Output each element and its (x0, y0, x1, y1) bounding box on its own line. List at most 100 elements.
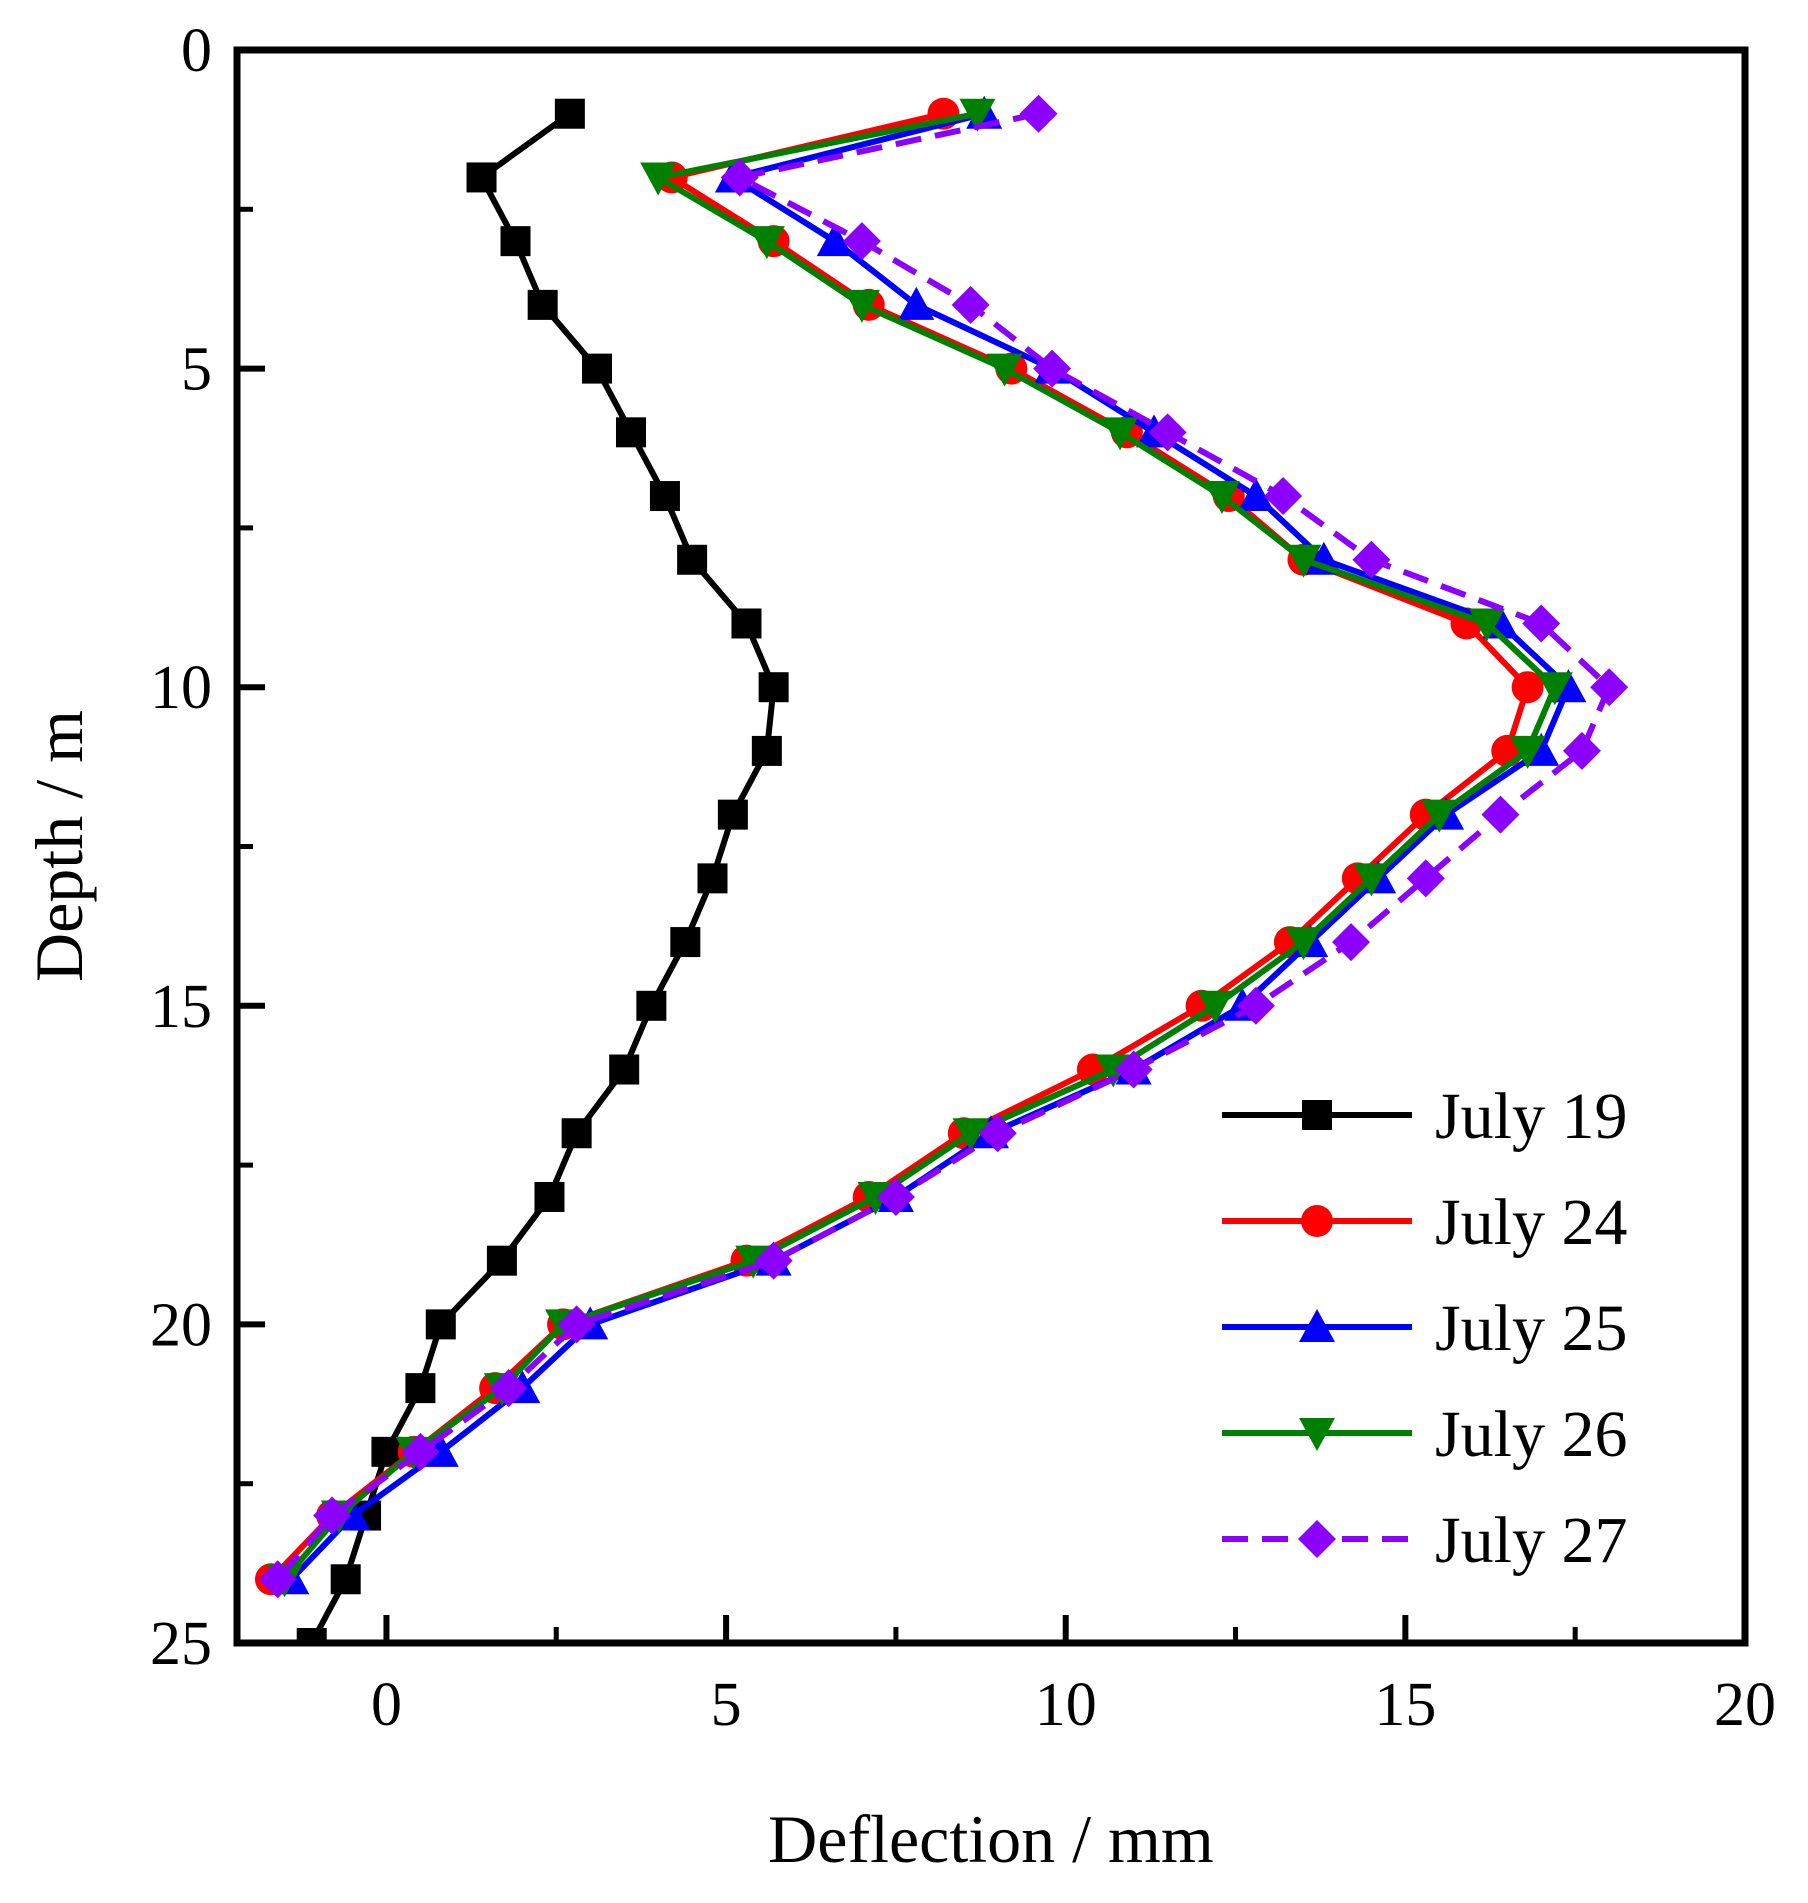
data-point (1406, 859, 1445, 898)
series-july-27 (258, 94, 1629, 1599)
data-point (677, 544, 708, 575)
data-point (986, 353, 1023, 387)
data-point (898, 286, 935, 320)
data-point (1352, 540, 1391, 579)
data-point (952, 1118, 989, 1152)
data-point (557, 1305, 596, 1344)
data-point (1264, 477, 1303, 516)
data-point (731, 608, 762, 639)
data-point (489, 1369, 528, 1408)
data-point (951, 285, 990, 324)
data-point (717, 799, 748, 830)
data-point (1019, 94, 1058, 133)
legend-label: July 19 (1435, 1080, 1628, 1153)
data-point (751, 735, 782, 766)
data-point (640, 162, 677, 196)
y-tick-label: 0 (181, 17, 212, 85)
data-point (754, 1241, 793, 1280)
data-point (1562, 731, 1601, 770)
plot-frame (233, 46, 1749, 1647)
data-point (1353, 863, 1390, 897)
data-point (748, 226, 785, 260)
legend-label: July 25 (1435, 1292, 1628, 1365)
data-point (842, 222, 881, 261)
data-point (816, 223, 853, 257)
data-point (843, 289, 880, 323)
data-point (425, 1309, 456, 1340)
data-point (561, 1118, 592, 1149)
legend-label: July 27 (1435, 1504, 1628, 1577)
data-point (1148, 413, 1187, 452)
data-point (978, 1114, 1017, 1153)
data-point (466, 162, 497, 193)
legend: July 19 July 24 July 25 July 26 July 27 (1222, 1080, 1628, 1577)
series-line (275, 110, 1613, 1582)
series-line (268, 110, 1531, 1582)
legend-entry: July 19 (1222, 1080, 1628, 1153)
data-point (697, 863, 728, 894)
legend-marker (1302, 1100, 1332, 1130)
data-point (1590, 668, 1629, 707)
data-point (1509, 735, 1546, 769)
data-point (554, 98, 585, 129)
x-axis-title: Deflection / mm (768, 1801, 1214, 1877)
legend-marker (1299, 1418, 1335, 1451)
data-point (401, 1432, 440, 1471)
tick-labels: 0 5 10 15 20 0 5 10 15 20 25 (150, 17, 1776, 1739)
data-point (1203, 481, 1240, 515)
legend-entry: July 24 (1222, 1186, 1628, 1259)
data-point (1236, 986, 1275, 1025)
y-tick-label: 15 (150, 973, 212, 1041)
data-point (615, 417, 646, 448)
series-july-26 (266, 98, 1573, 1598)
x-tick-label: 20 (1714, 1671, 1776, 1739)
data-point (405, 1373, 436, 1404)
data-point (296, 1628, 327, 1643)
series-line (282, 110, 1558, 1582)
data-point (1511, 671, 1544, 704)
y-tick-label: 25 (150, 1610, 212, 1678)
data-point (649, 481, 680, 512)
data-point (534, 1181, 565, 1212)
series-layer (254, 94, 1629, 1643)
y-tick-label: 5 (181, 336, 212, 404)
data-point (1102, 417, 1139, 451)
data-point (582, 353, 613, 384)
data-point (636, 990, 667, 1021)
data-point (1421, 799, 1458, 833)
x-tick-label: 5 (711, 1671, 742, 1739)
data-point (1468, 608, 1505, 642)
data-point (1332, 923, 1371, 962)
data-point (959, 98, 996, 132)
data-point (1522, 604, 1561, 643)
legend-entry: July 27 (1222, 1504, 1628, 1577)
data-point (1285, 927, 1322, 961)
data-point (670, 927, 701, 958)
data-point (500, 226, 531, 257)
data-point (758, 672, 789, 703)
legend-label: July 26 (1435, 1398, 1628, 1471)
x-tick-label: 0 (371, 1671, 402, 1739)
data-point (876, 1177, 915, 1216)
data-point (1114, 1050, 1153, 1089)
series-july-19 (296, 98, 789, 1643)
legend-marker (1298, 1520, 1336, 1558)
y-tick-label: 20 (150, 1291, 212, 1359)
y-tick-label: 10 (150, 654, 212, 722)
data-point (330, 1564, 361, 1595)
y-axis-title: Depth / m (21, 710, 97, 982)
data-point (1197, 990, 1234, 1024)
data-point (1536, 672, 1573, 706)
legend-entry: July 25 (1222, 1292, 1628, 1365)
legend-marker (1299, 1309, 1335, 1342)
data-point (527, 289, 558, 320)
data-point (258, 1560, 297, 1599)
legend-marker (1301, 1205, 1333, 1237)
data-point (1033, 349, 1072, 388)
legend-label: July 24 (1435, 1186, 1628, 1259)
data-point (1285, 544, 1322, 578)
data-point (1237, 478, 1274, 512)
data-point (486, 1245, 517, 1276)
x-tick-label: 15 (1374, 1671, 1436, 1739)
